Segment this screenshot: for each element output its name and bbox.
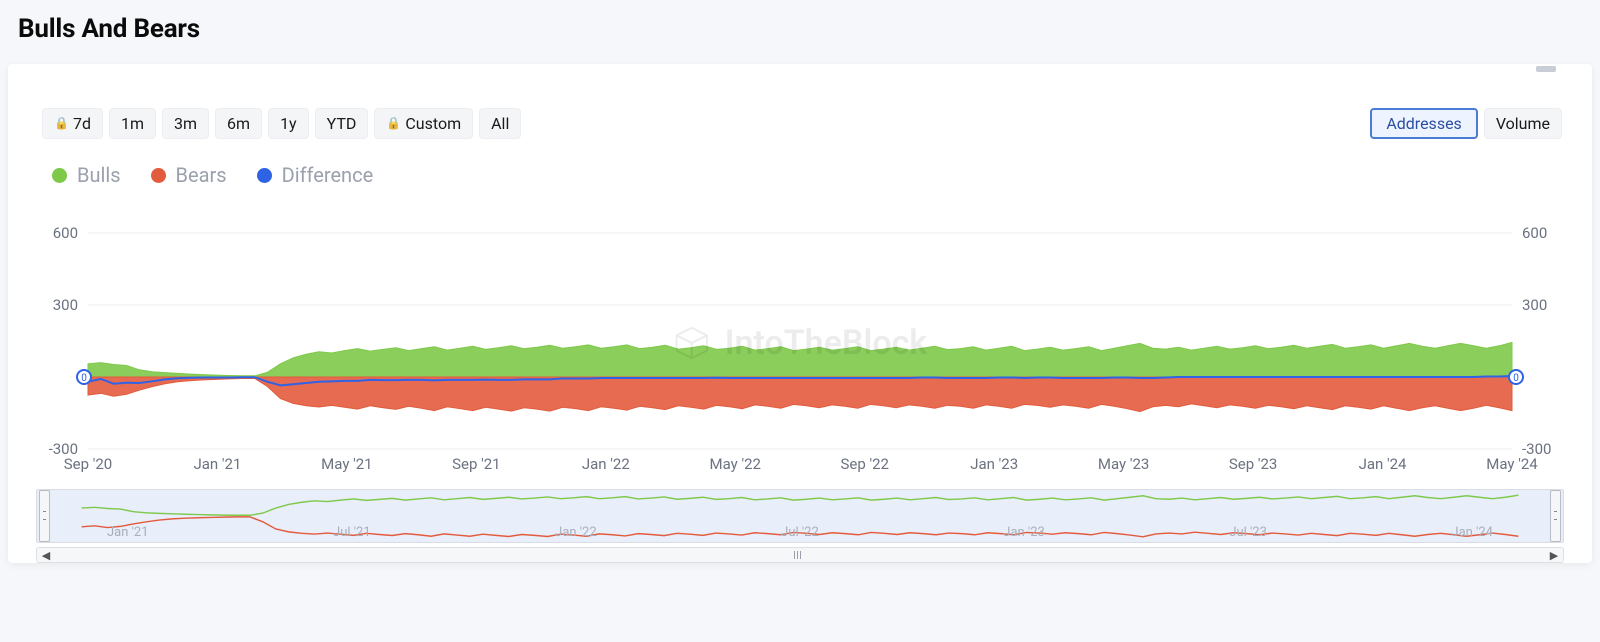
navigator-chart [37, 490, 1563, 542]
legend-swatch-icon [151, 168, 166, 183]
legend-item-difference[interactable]: Difference [257, 163, 374, 187]
metric-label: Volume [1496, 114, 1550, 133]
svg-text:300: 300 [1522, 296, 1547, 314]
svg-text:Sep '23: Sep '23 [1229, 455, 1278, 473]
range-custom[interactable]: 🔒 Custom [374, 108, 473, 139]
horizontal-scrollbar[interactable]: ◀ ▶ [36, 547, 1564, 563]
range-7d[interactable]: 🔒 7d [42, 108, 103, 139]
scroll-grip-icon[interactable] [785, 551, 809, 559]
svg-text:300: 300 [53, 296, 78, 314]
range-label: Custom [405, 114, 461, 133]
lock-icon: 🔒 [386, 116, 401, 130]
metric-toggle-group: Addresses Volume [1370, 108, 1562, 139]
legend-swatch-icon [52, 168, 67, 183]
legend-item-bears[interactable]: Bears [151, 163, 227, 187]
toolbar: 🔒 7d 1m 3m 6m 1y YTD 🔒 Custom All Addresses Volume [8, 70, 1592, 145]
svg-text:Sep '22: Sep '22 [840, 455, 889, 473]
range-6m[interactable]: 6m [215, 108, 262, 139]
svg-text:Jan '24: Jan '24 [1359, 455, 1407, 473]
metric-addresses[interactable]: Addresses [1370, 108, 1478, 139]
range-label: 1y [280, 114, 297, 133]
scroll-track[interactable] [55, 548, 1545, 562]
range-ytd[interactable]: YTD [315, 108, 369, 139]
svg-text:600: 600 [1522, 224, 1547, 242]
main-chart[interactable]: 600300-300600300-30000Sep '20Jan '21May … [36, 199, 1564, 479]
svg-text:0: 0 [1513, 373, 1519, 384]
legend-swatch-icon [257, 168, 272, 183]
legend: Bulls Bears Difference [8, 145, 1592, 195]
range-1m[interactable]: 1m [109, 108, 156, 139]
metric-volume[interactable]: Volume [1484, 108, 1562, 139]
chart-area: 600300-300600300-30000Sep '20Jan '21May … [8, 195, 1592, 479]
svg-text:May '22: May '22 [710, 455, 761, 473]
scroll-right-button[interactable]: ▶ [1545, 548, 1563, 562]
range-label: All [491, 114, 509, 133]
range-label: 7d [73, 114, 91, 133]
navigator-handle-right[interactable] [1550, 490, 1561, 542]
legend-label: Difference [282, 163, 374, 187]
range-navigator[interactable]: Jan '21Jul '21Jan '22Jul '22Jan '23Jul '… [36, 489, 1564, 543]
legend-item-bulls[interactable]: Bulls [52, 163, 121, 187]
svg-text:Jan '23: Jan '23 [970, 455, 1018, 473]
range-label: 1m [121, 114, 144, 133]
svg-text:Sep '21: Sep '21 [452, 455, 501, 473]
range-all[interactable]: All [479, 108, 521, 139]
svg-text:May '21: May '21 [321, 455, 372, 473]
range-1y[interactable]: 1y [268, 108, 309, 139]
lock-icon: 🔒 [54, 116, 69, 130]
range-label: 6m [227, 114, 250, 133]
legend-label: Bulls [77, 163, 121, 187]
svg-text:Jan '22: Jan '22 [582, 455, 630, 473]
range-3m[interactable]: 3m [162, 108, 209, 139]
svg-text:Jan '21: Jan '21 [193, 455, 241, 473]
navigator-handle-left[interactable] [39, 490, 50, 542]
chart-card: 🔒 7d 1m 3m 6m 1y YTD 🔒 Custom All Addresses Volume… [8, 64, 1592, 563]
range-label: YTD [327, 114, 357, 133]
scroll-left-button[interactable]: ◀ [37, 548, 55, 562]
resize-handle-icon[interactable] [1536, 66, 1556, 72]
svg-text:May '24: May '24 [1486, 455, 1538, 473]
svg-text:600: 600 [53, 224, 78, 242]
svg-text:May '23: May '23 [1098, 455, 1149, 473]
page-title: Bulls And Bears [18, 14, 1582, 44]
time-range-group: 🔒 7d 1m 3m 6m 1y YTD 🔒 Custom All [42, 108, 521, 139]
metric-label: Addresses [1386, 114, 1462, 133]
range-label: 3m [174, 114, 197, 133]
svg-text:Sep '20: Sep '20 [64, 455, 113, 473]
svg-text:0: 0 [81, 373, 87, 384]
legend-label: Bears [176, 163, 227, 187]
